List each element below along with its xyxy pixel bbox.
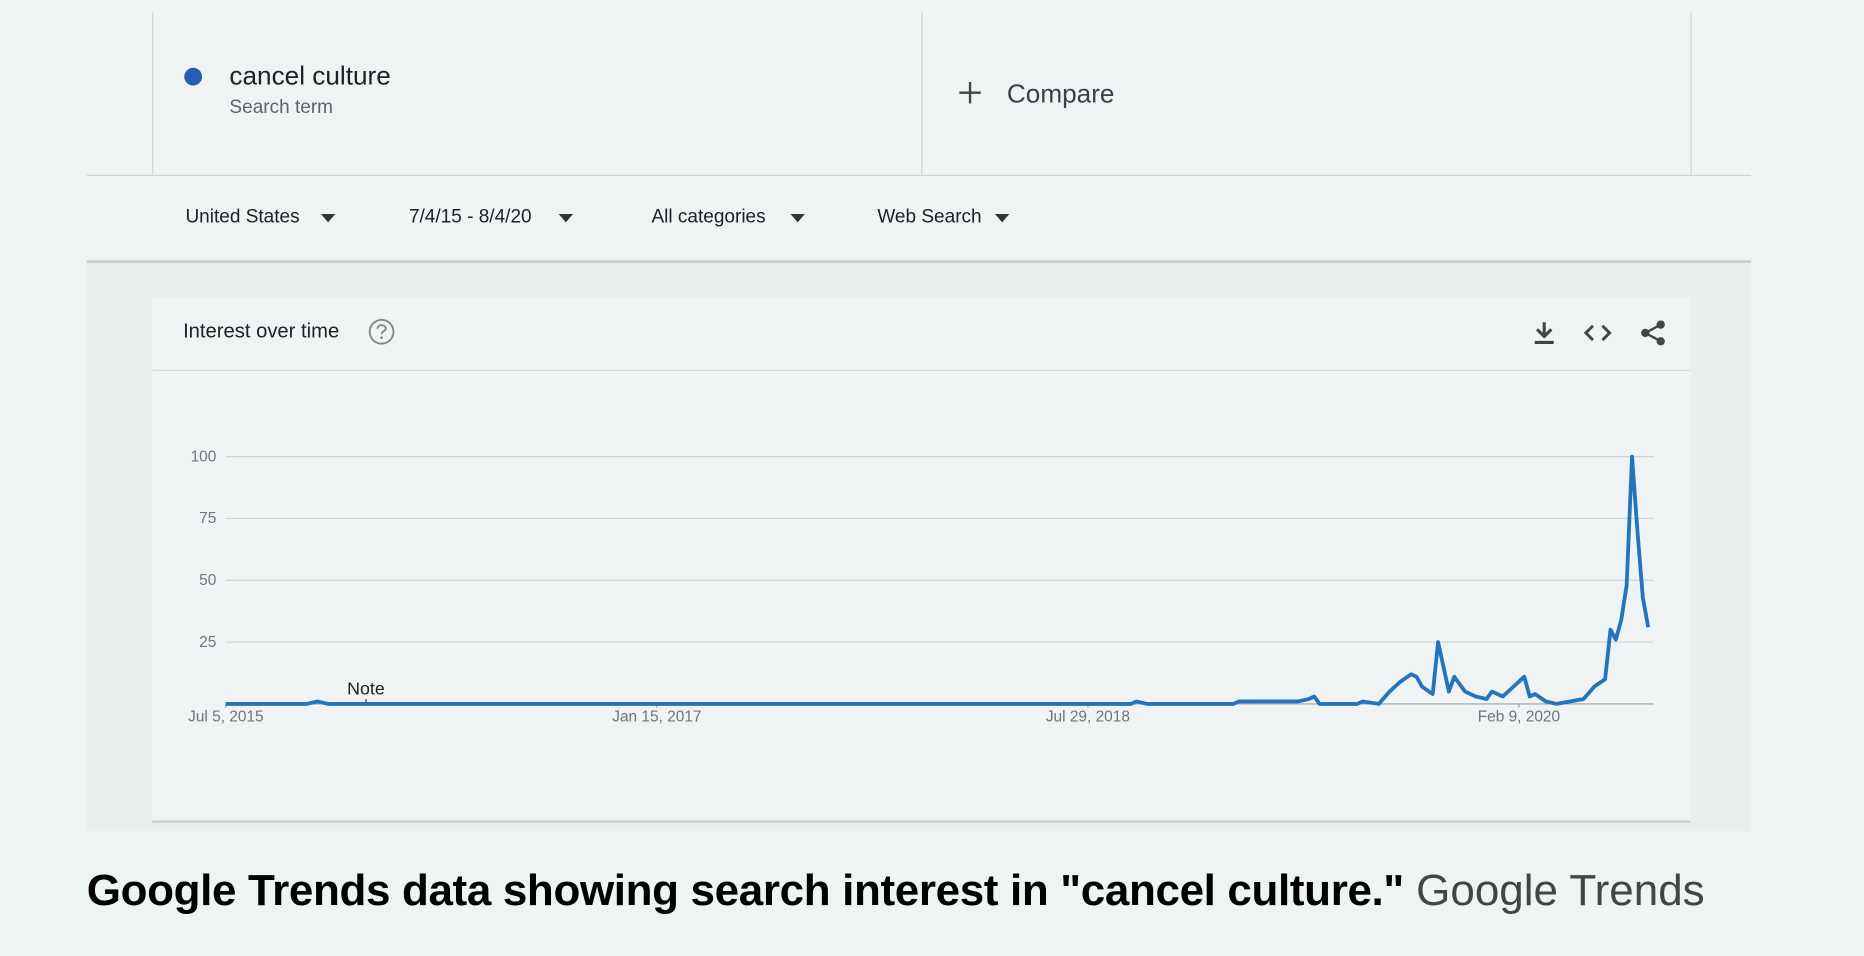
divider xyxy=(152,11,154,175)
filter-dropdown[interactable]: Web Search xyxy=(877,206,982,228)
chart-title: Interest over time xyxy=(183,319,340,343)
search-term-type: Search term xyxy=(229,97,334,118)
term-color-dot xyxy=(184,67,203,86)
caption: Google Trends data showing search intere… xyxy=(87,866,1705,916)
x-tick-label: Jan 15, 2017 xyxy=(612,709,701,726)
plus-icon xyxy=(959,82,981,104)
x-tick-label: Jul 29, 2018 xyxy=(1046,709,1130,726)
dropdown-arrows xyxy=(320,214,1010,223)
x-tick-label: Feb 9, 2020 xyxy=(1478,709,1560,726)
divider xyxy=(152,369,1691,371)
help-icon[interactable] xyxy=(367,317,396,346)
search-term[interactable]: cancel culture xyxy=(229,60,391,91)
filter-dropdown[interactable]: All categories xyxy=(651,206,766,228)
x-tick-label: Jul 5, 2015 xyxy=(188,709,264,726)
y-tick-label: 50 xyxy=(199,572,216,589)
divider xyxy=(86,174,1752,176)
line-chart: 25 50 75 100 Jul 5, 2015 Jan 15, 2017 Jul 29, … xyxy=(188,448,1654,726)
chart-actions xyxy=(1534,320,1665,346)
chart-card xyxy=(152,297,1691,823)
divider xyxy=(1690,11,1692,175)
embed-icon[interactable] xyxy=(1583,324,1612,342)
download-icon[interactable] xyxy=(1534,322,1554,344)
divider xyxy=(921,11,923,175)
y-tick-label: 25 xyxy=(199,634,216,651)
share-icon[interactable] xyxy=(1641,320,1665,346)
caption-text: Google Trends data showing search intere… xyxy=(86,865,1405,915)
series-line xyxy=(225,454,1651,706)
annotation: Note xyxy=(347,678,385,698)
caption-credit: Google Trends xyxy=(1416,865,1705,915)
filter-dropdown[interactable]: United States xyxy=(185,206,300,228)
y-tick-label: 75 xyxy=(199,510,216,527)
compare-button[interactable]: Compare xyxy=(1006,78,1115,109)
filter-dropdown[interactable]: 7/4/15 - 8/4/20 xyxy=(408,206,532,228)
y-tick-label: 100 xyxy=(191,448,217,465)
